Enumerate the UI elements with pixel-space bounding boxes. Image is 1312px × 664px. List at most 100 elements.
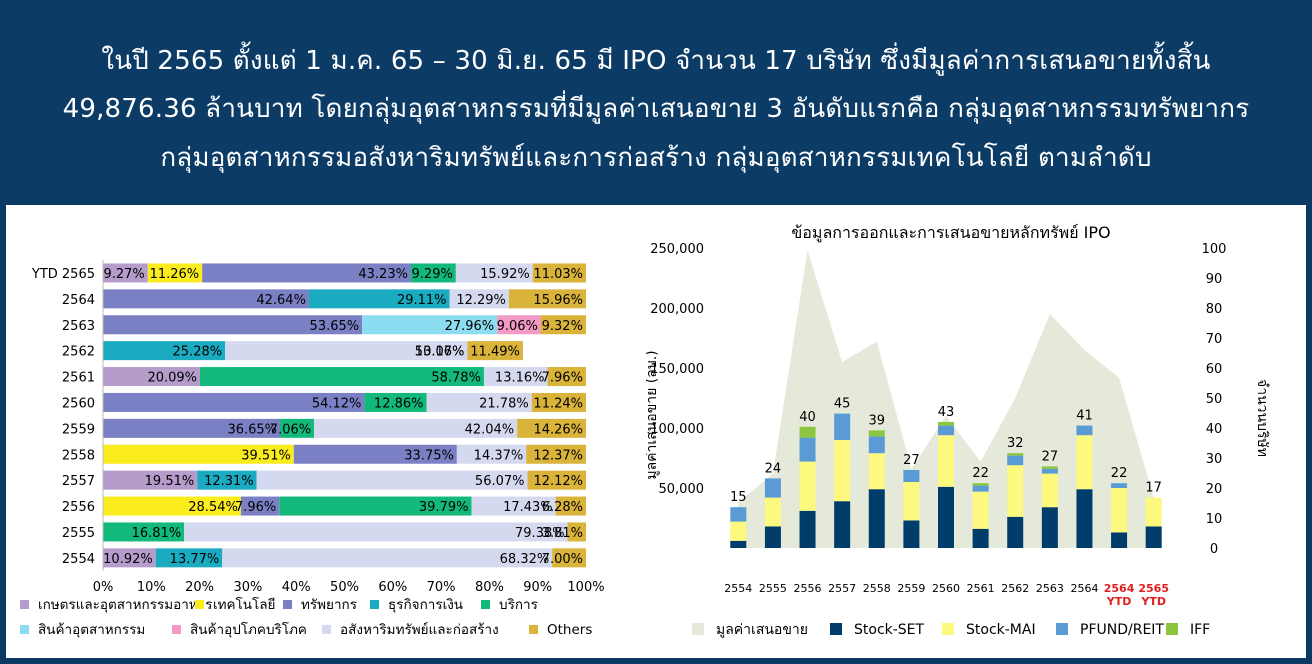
column-segment <box>903 470 920 482</box>
bar-segment <box>364 392 427 412</box>
data-label: 9.32% <box>542 319 583 334</box>
column-segment <box>799 426 816 438</box>
data-label: 13.16% <box>495 371 545 386</box>
bar-segment <box>467 341 523 361</box>
count-label: 45 <box>834 397 851 412</box>
legend-label: มูลค่าเสนอขาย <box>716 622 808 638</box>
legend-swatch <box>529 625 538 634</box>
x-tick-label: 40% <box>282 580 311 595</box>
bar-segment <box>531 392 586 412</box>
legend-swatch <box>283 600 292 609</box>
count-label: 32 <box>1007 436 1024 451</box>
category-label: 2558 <box>62 448 95 463</box>
legend-label: ธุรกิจการเงิน <box>388 597 463 613</box>
category-label: 2564 <box>62 293 95 308</box>
column-segment <box>1076 435 1093 490</box>
data-label: 17.43% <box>503 500 553 515</box>
x-category-label: 2561 <box>967 582 995 595</box>
x-category-label: 2554 <box>724 582 752 595</box>
category-label: 2562 <box>62 345 95 360</box>
count-label: 17 <box>1145 481 1162 496</box>
legend-swatch <box>830 623 842 635</box>
column-segment <box>1041 466 1058 469</box>
column-segment <box>903 520 920 548</box>
bar-segment <box>567 522 586 542</box>
column-segment <box>938 486 954 548</box>
data-label: 53.65% <box>310 319 360 334</box>
legend-label: Others <box>547 622 592 638</box>
y2-tick-label: 60 <box>1206 362 1223 377</box>
bar-segment <box>362 315 498 335</box>
column-segment <box>972 528 989 548</box>
data-label: 27.96% <box>445 319 495 334</box>
data-label: 7.00% <box>542 552 583 567</box>
category-label: 2556 <box>62 500 95 515</box>
bar-segment <box>517 418 587 438</box>
bar-segment <box>147 263 203 283</box>
category-label: 2557 <box>62 474 95 489</box>
headline-line-2: 49,876.36 ล้านบาท โดยกลุ่มอุตสาหกรรมที่ม… <box>62 94 1250 124</box>
column-segment <box>834 413 851 440</box>
column-segment <box>1145 497 1162 527</box>
y2-tick-label: 40 <box>1206 422 1223 437</box>
data-label: 12.12% <box>533 474 583 489</box>
bar-segment <box>555 496 586 516</box>
x-category-label: 2565 <box>1138 582 1169 595</box>
column-segment <box>1007 455 1024 466</box>
column-segment <box>764 497 781 527</box>
column-segment <box>1111 483 1128 488</box>
data-label: 56.07% <box>475 474 525 489</box>
data-label: 11.26% <box>150 267 200 282</box>
legend-label: Stock-MAI <box>966 622 1036 638</box>
count-label: 40 <box>799 410 816 425</box>
ipo-value-count-chart: ข้อมูลการออกและการเสนอขายหลักทรัพย์ IPO 1… <box>646 223 1270 638</box>
y2-tick-label: 80 <box>1206 302 1223 317</box>
count-label: 39 <box>868 413 885 428</box>
bar-segment <box>279 496 472 516</box>
bar-segment <box>103 392 365 412</box>
bar-segment <box>508 289 586 309</box>
category-label: 2561 <box>62 371 95 386</box>
legend-label: เกษตรและอุตสาหกรรมอาหาร <box>38 597 213 613</box>
count-label: 24 <box>765 461 782 476</box>
data-label: 12.37% <box>533 448 583 463</box>
y2-axis-title: จำนวนบริษัท <box>1254 379 1270 457</box>
count-label: 22 <box>972 466 989 481</box>
bar-segment <box>280 418 315 438</box>
x-tick-label: 100% <box>567 580 604 595</box>
data-label: 6.28% <box>542 500 583 515</box>
bar-segment <box>103 289 309 309</box>
data-label: 9.29% <box>412 267 453 282</box>
x-category-label: 2556 <box>794 582 822 595</box>
x-category-label: YTD <box>1106 595 1132 608</box>
bar-segment <box>222 548 553 568</box>
legend-label: อสังหาริมทรัพย์และก่อสร้าง <box>340 621 499 638</box>
category-label: 2559 <box>62 422 95 437</box>
column-segment <box>730 507 747 522</box>
data-label: 28.54% <box>188 500 238 515</box>
legend-swatch <box>322 625 331 634</box>
bar-segment <box>256 470 528 490</box>
x-category-label: 2560 <box>932 582 960 595</box>
category-label: 2563 <box>62 319 95 334</box>
legend-swatch <box>370 600 379 609</box>
y2-tick-label: 0 <box>1210 542 1218 557</box>
x-category-label: 2559 <box>897 582 925 595</box>
x-tick-label: 80% <box>475 580 504 595</box>
data-label: 12.29% <box>456 293 506 308</box>
legend-swatch <box>481 600 490 609</box>
bar-segment <box>410 263 456 283</box>
data-label: 43.23% <box>358 267 408 282</box>
x-tick-label: 90% <box>523 580 552 595</box>
legend-swatch <box>692 623 704 635</box>
data-label: 25.28% <box>173 345 223 360</box>
bar-segment <box>540 315 586 335</box>
column-segment <box>868 436 885 454</box>
x-tick-label: 0% <box>93 580 114 595</box>
column-segment <box>972 491 989 529</box>
legend-label: บริการ <box>499 597 538 613</box>
column-segment <box>834 501 851 548</box>
legend-swatch <box>172 625 181 634</box>
bar-segment <box>155 548 223 568</box>
chart-title: ข้อมูลการออกและการเสนอขายหลักทรัพย์ IPO <box>791 223 1110 243</box>
